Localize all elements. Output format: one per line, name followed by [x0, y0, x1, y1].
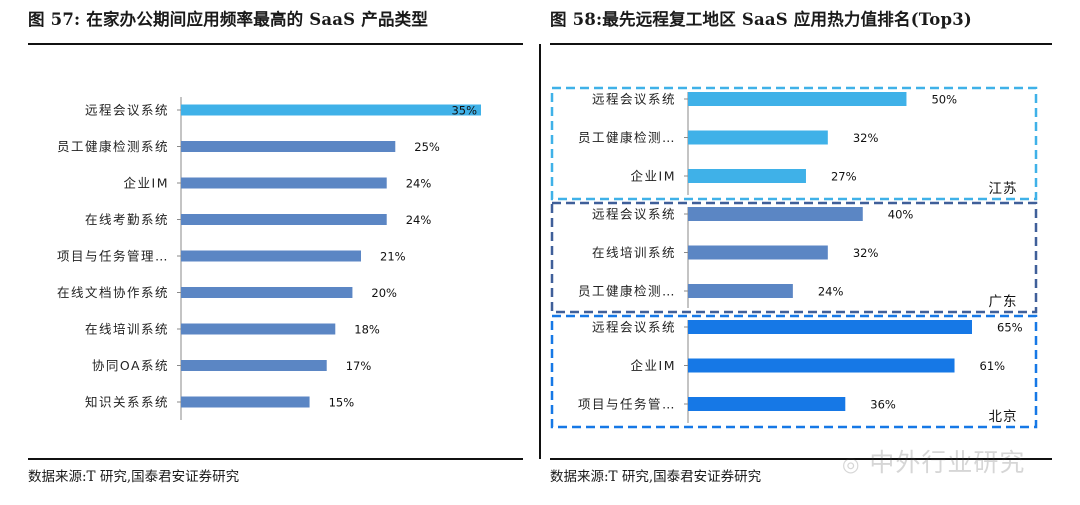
left-bar-value-label: 20% [371, 286, 397, 300]
right-category-label: 项目与任务管… [578, 397, 676, 412]
left-bar [181, 177, 387, 189]
left-category-label: 知识关系系统 [85, 395, 169, 410]
right-bar-value-label: 61% [980, 359, 1006, 373]
right-category-label: 远程会议系统 [592, 92, 676, 107]
right-category-label: 远程会议系统 [592, 320, 676, 335]
region-box [550, 201, 1038, 314]
right-bar-value-label: 32% [853, 131, 879, 145]
left-bottom-rule [28, 458, 523, 460]
right-bar [688, 358, 955, 373]
left-category-label: 在线考勤系统 [85, 212, 169, 227]
right-bar-value-label: 65% [997, 321, 1023, 335]
left-bar [181, 287, 353, 298]
left-bar [181, 141, 396, 152]
right-category-label: 员工健康检测… [578, 130, 676, 145]
left-bar-value-label: 21% [380, 250, 406, 264]
right-category-label: 远程会议系统 [592, 207, 676, 222]
right-category-label: 企业IM [631, 358, 676, 373]
left-bar-value-label: 18% [354, 323, 380, 337]
left-bar-value-label: 35% [451, 104, 477, 118]
region-box [550, 86, 1038, 201]
right-bar [688, 320, 972, 334]
right-bar [688, 92, 907, 106]
region-label: 江苏 [989, 181, 1018, 197]
wechat-logo-icon: ◎ [842, 452, 861, 476]
left-bar-value-label: 24% [406, 213, 432, 227]
left-category-label: 在线文档协作系统 [57, 285, 169, 300]
left-bar-value-label: 17% [346, 359, 372, 373]
left-bar [181, 323, 336, 335]
left-bar-value-label: 25% [414, 140, 440, 154]
right-bar [688, 284, 793, 298]
left-bar [181, 250, 361, 262]
left-category-label: 项目与任务管理… [57, 249, 169, 264]
left-category-label: 企业IM [124, 176, 169, 191]
right-bar [688, 245, 828, 260]
left-category-label: 员工健康检测系统 [57, 139, 169, 154]
left-top-rule [28, 43, 523, 45]
left-bar [181, 396, 310, 408]
left-bar [181, 104, 481, 116]
left-bar-value-label: 15% [329, 396, 355, 410]
right-category-label: 员工健康检测… [578, 284, 676, 299]
right-bar-value-label: 24% [818, 285, 844, 299]
right-bar-value-label: 36% [870, 398, 896, 412]
watermark: ◎ 中外行业研究 [842, 443, 1025, 479]
right-bar [688, 397, 846, 411]
region-label: 北京 [989, 409, 1018, 425]
left-source-note: 数据来源:T 研究,国泰君安证券研究 [28, 469, 240, 485]
region-label: 广东 [989, 294, 1018, 310]
watermark-text: 中外行业研究 [869, 448, 1026, 477]
left-category-label: 协同OA系统 [92, 358, 169, 373]
right-source-note: 数据来源:T 研究,国泰君安证券研究 [550, 469, 762, 485]
left-chart-title: 图 57: 在家办公期间应用频率最高的 SaaS 产品类型 [28, 10, 429, 29]
left-bar [181, 214, 387, 225]
right-bottom-rule [550, 458, 1052, 460]
right-chart-title: 图 58:最先远程复工地区 SaaS 应用热力值排名(Top3) [550, 10, 972, 29]
region-box [550, 314, 1038, 429]
left-category-label: 在线培训系统 [85, 322, 169, 337]
right-bar-value-label: 27% [831, 170, 857, 184]
right-bar [688, 169, 806, 183]
right-bar [688, 207, 863, 221]
right-bar-value-label: 32% [853, 246, 879, 260]
right-bar-value-label: 40% [888, 208, 914, 222]
right-category-label: 企业IM [631, 169, 676, 184]
left-bar [181, 360, 327, 371]
left-bar-value-label: 24% [406, 177, 432, 191]
right-bar-value-label: 50% [931, 93, 957, 107]
left-category-label: 远程会议系统 [85, 103, 169, 118]
right-bar [688, 130, 828, 145]
panel-divider [539, 44, 541, 459]
right-category-label: 在线培训系统 [592, 245, 676, 260]
right-top-rule [550, 43, 1052, 45]
